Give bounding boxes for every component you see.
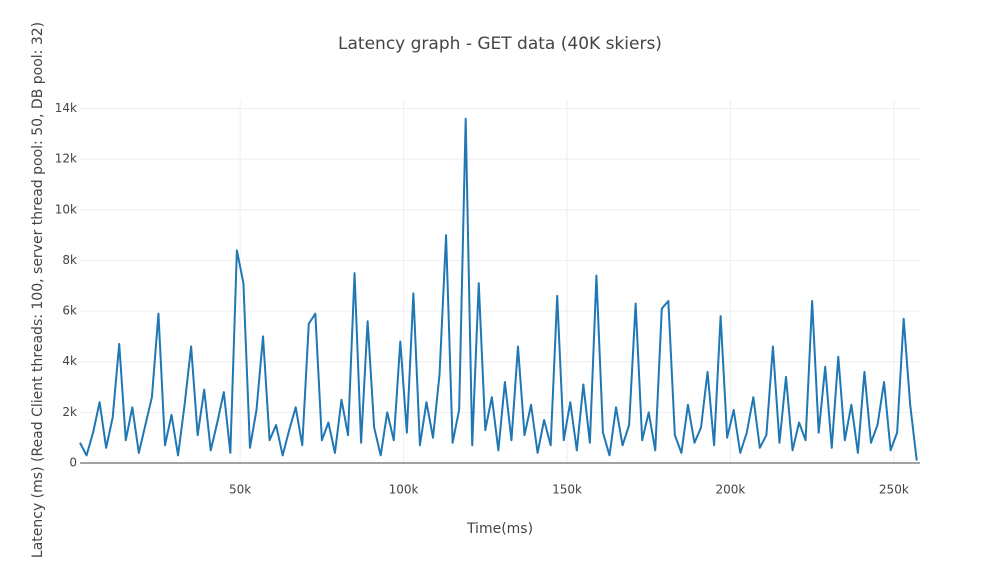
line-series (79, 117, 918, 461)
x-tick-label: 250k (879, 483, 909, 497)
x-tick-label: 50k (229, 483, 251, 497)
x-axis-title: Time(ms) (466, 521, 533, 537)
y-tick-label: 2k (62, 405, 77, 419)
y-tick-label: 10k (55, 202, 77, 216)
y-tick-label: 12k (55, 152, 77, 166)
y-tick-label: 14k (55, 101, 77, 115)
x-tick-label: 150k (552, 483, 582, 497)
y-axis-title: Latency (ms) (Read Client threads: 100, … (30, 22, 46, 558)
y-tick-label: 0 (69, 456, 77, 470)
y-tick-label: 6k (62, 304, 77, 318)
x-tick-label: 200k (715, 483, 745, 497)
chart-title: Latency graph - GET data (40K skiers) (338, 34, 662, 54)
y-tick-label: 4k (62, 354, 77, 368)
x-tick-label: 100k (389, 483, 419, 497)
y-tick-label: 8k (62, 253, 77, 267)
